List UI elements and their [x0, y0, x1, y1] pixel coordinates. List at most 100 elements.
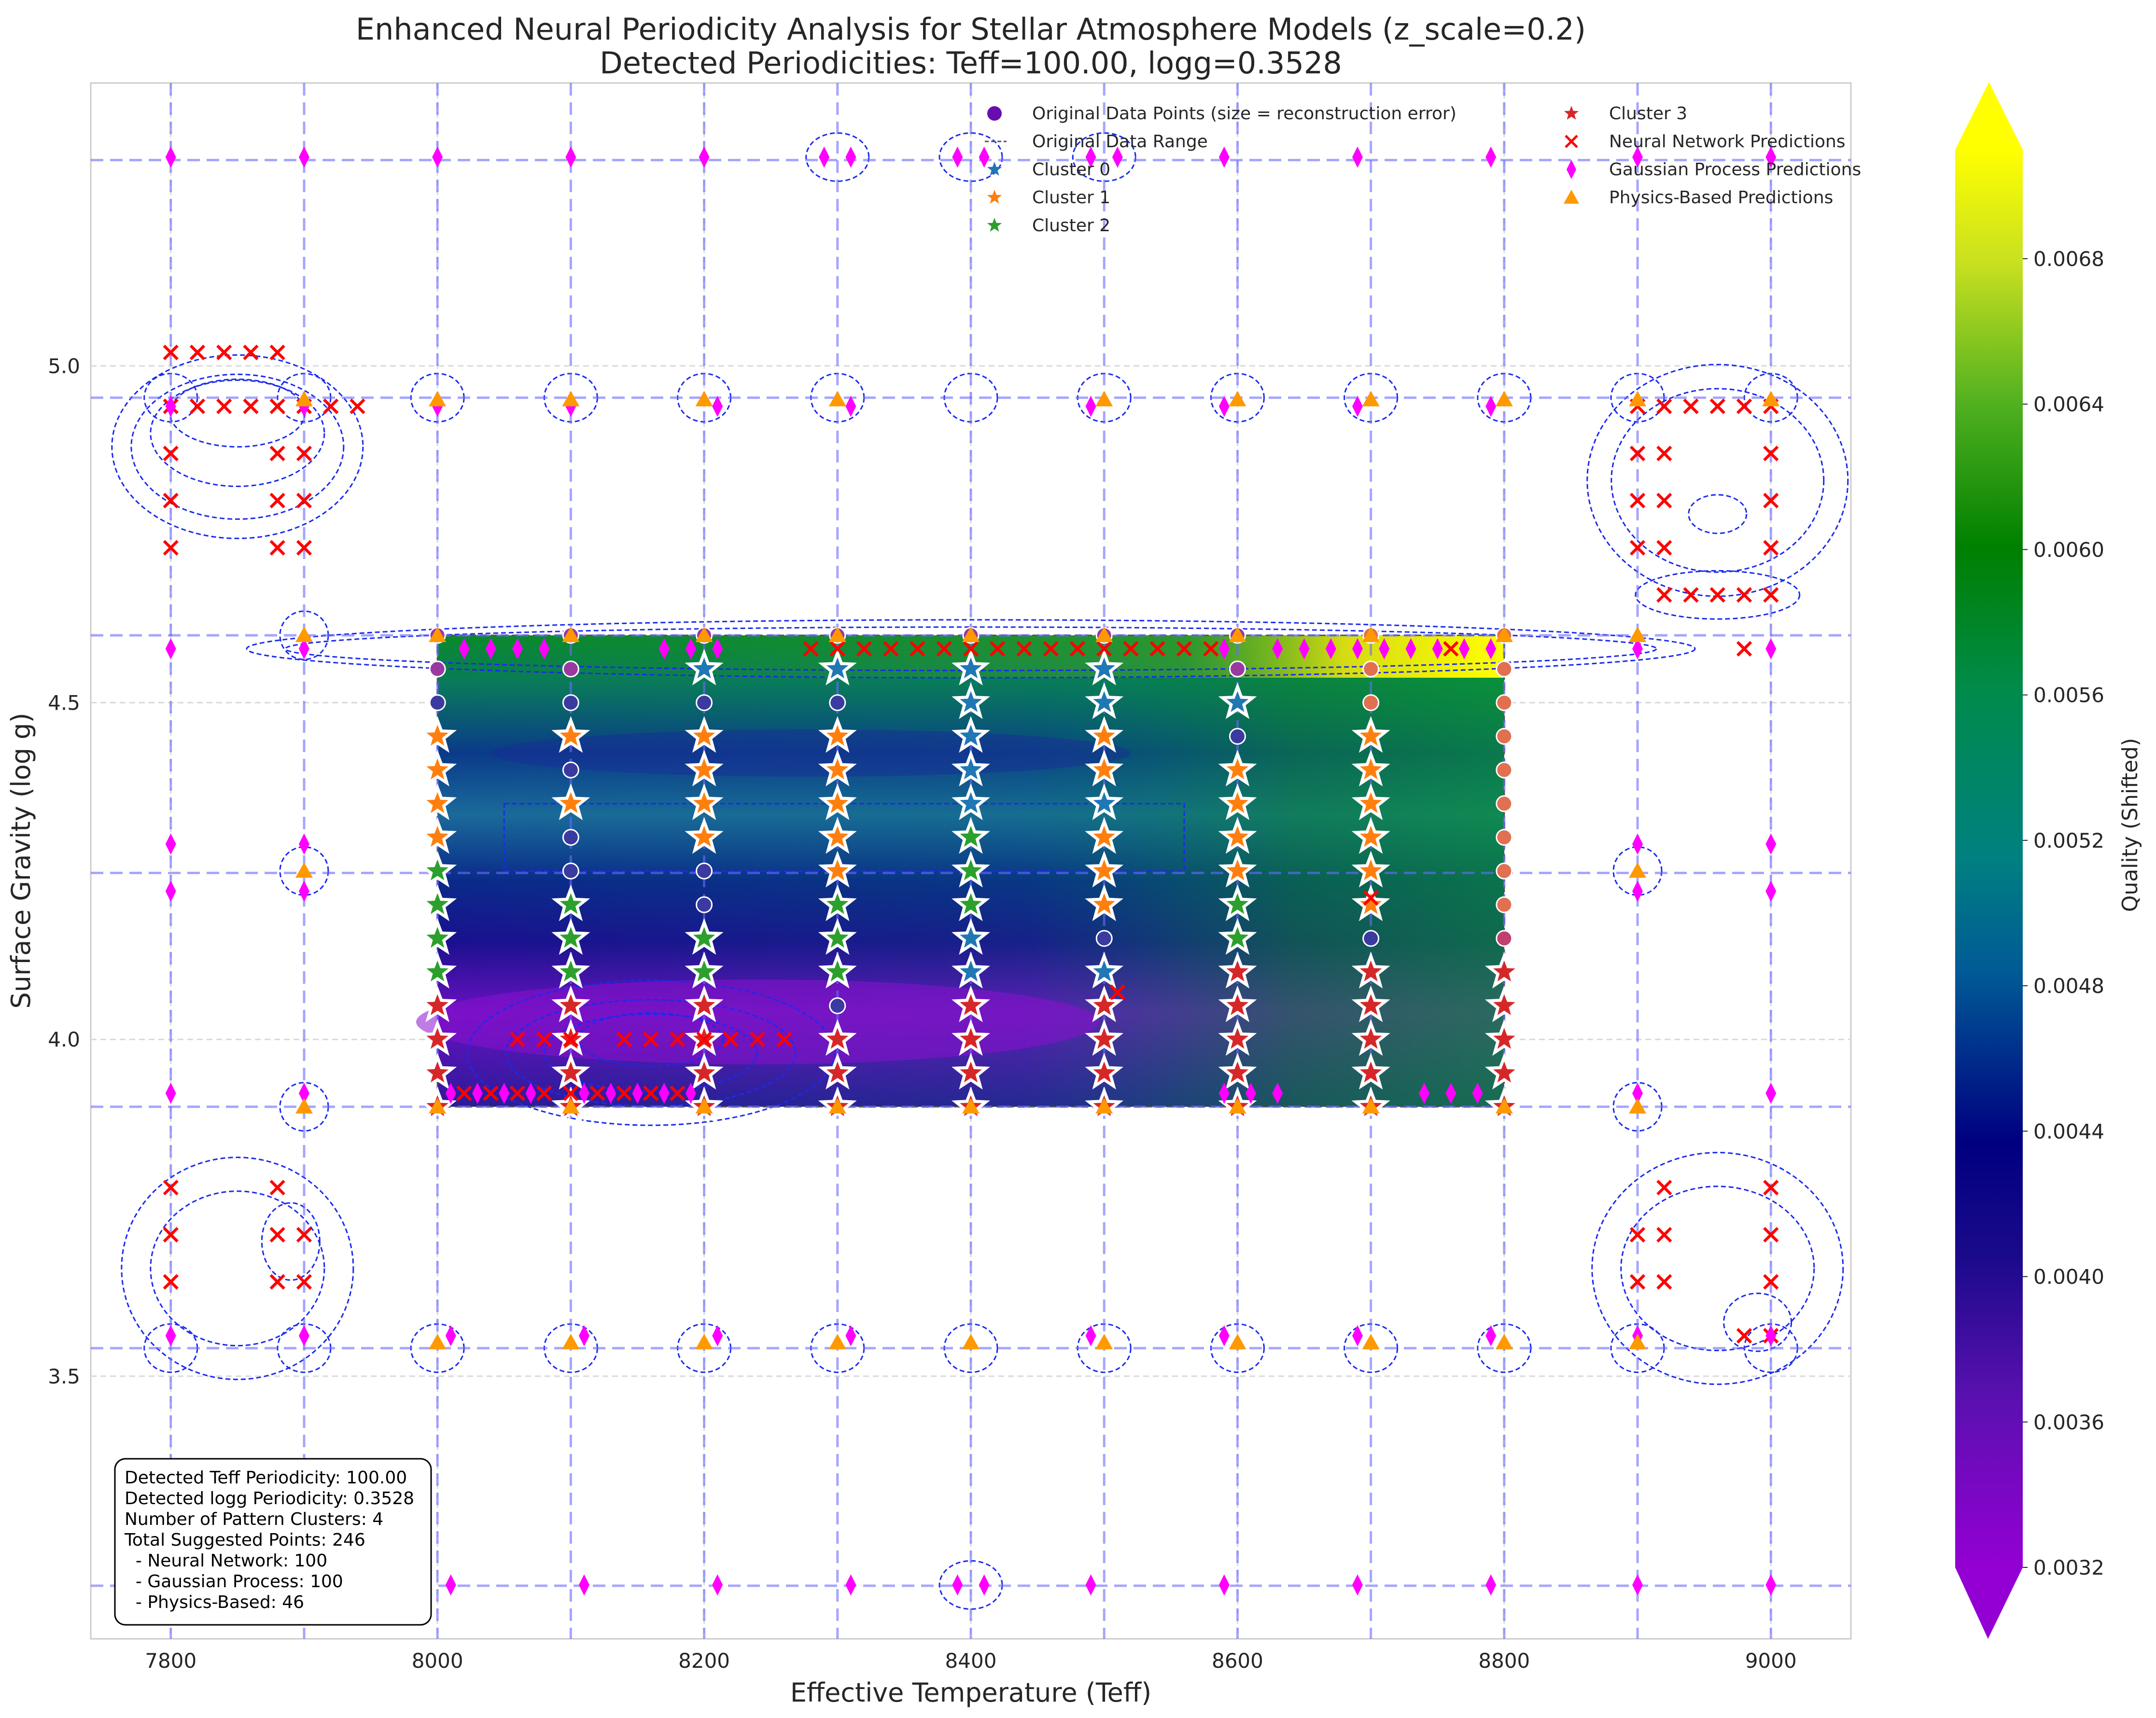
nn-prediction-stroke — [936, 641, 952, 657]
nn-prediction-marker — [163, 1180, 179, 1196]
cluster-0-star — [960, 792, 982, 813]
gp-prediction-marker — [712, 1325, 723, 1347]
density-contour — [246, 619, 1696, 679]
cluster-1-star — [693, 725, 715, 746]
gp-prediction-marker — [432, 146, 443, 168]
cluster-0-star — [960, 657, 982, 679]
cluster-1-star-outline — [1218, 851, 1257, 888]
cluster-1-star-outline — [1351, 817, 1390, 854]
cluster-3-star — [1493, 1062, 1515, 1083]
gp-prediction-marker — [845, 395, 856, 417]
nn-prediction-stroke — [1656, 1227, 1672, 1243]
physics-prediction-marker — [1629, 1098, 1647, 1114]
cluster-3-star-outline — [551, 1019, 590, 1056]
gp-prediction-marker — [699, 146, 710, 168]
gp-prediction-marker — [952, 1574, 963, 1596]
nn-prediction-stroke — [1763, 1180, 1779, 1196]
nn-prediction-stroke — [563, 1085, 579, 1101]
cluster-3-star — [1359, 1062, 1382, 1083]
gp-prediction-marker — [1085, 1574, 1096, 1596]
gp-prediction-marker — [1405, 638, 1416, 659]
y-tick-label: 3.5 — [48, 1365, 80, 1388]
nn-prediction-stroke — [1069, 641, 1086, 657]
gp-prediction-marker — [1352, 1325, 1363, 1347]
gp-prediction-marker — [632, 1082, 643, 1104]
cluster-2-star-outline — [418, 918, 457, 955]
nn-prediction-stroke — [1656, 446, 1672, 461]
nn-prediction-stroke — [189, 344, 206, 361]
nn-prediction-marker — [696, 1032, 712, 1048]
cluster-1-star — [1359, 758, 1382, 780]
gp-prediction-marker — [165, 395, 176, 417]
nn-prediction-marker — [1736, 587, 1752, 603]
chart-title: Enhanced Neural Periodicity Analysis for… — [356, 12, 1586, 47]
cluster-3-star — [1359, 1028, 1382, 1049]
gp-prediction-marker — [1485, 1574, 1497, 1596]
nn-prediction-marker — [456, 1085, 472, 1101]
nn-prediction-marker — [1656, 1274, 1672, 1290]
original-data-point — [1496, 896, 1513, 913]
cluster-2-star-outline — [685, 951, 724, 989]
original-data-point — [1229, 727, 1246, 745]
cluster-1-star — [1093, 893, 1115, 914]
nn-prediction-marker — [1709, 587, 1725, 603]
cluster-0-star-outline — [1085, 951, 1124, 989]
cluster-3-star — [960, 994, 982, 1015]
x-axis-label: Effective Temperature (Teff) — [790, 1677, 1151, 1708]
nn-prediction-marker — [350, 398, 365, 414]
gp-prediction-marker — [1218, 1082, 1230, 1104]
nn-prediction-marker — [1763, 1227, 1779, 1243]
density-contour — [1688, 494, 1748, 534]
cluster-0-star — [960, 691, 982, 712]
nn-prediction-stroke — [1683, 398, 1699, 414]
cluster-1-star — [1226, 792, 1249, 813]
cluster-1-star — [1226, 758, 1249, 780]
cluster-0-star — [960, 960, 982, 982]
cluster-2-star-outline — [551, 884, 590, 922]
cluster-3-star — [426, 1062, 448, 1083]
physics-prediction-marker — [429, 1334, 447, 1350]
cluster-3-star — [1093, 1062, 1115, 1083]
cluster-3-star-outline — [1484, 1053, 1524, 1090]
legend-entry-label: Original Data Range — [1032, 132, 1208, 152]
nn-prediction-stroke — [216, 344, 232, 361]
cluster-2-star — [960, 859, 982, 880]
cluster-1-star-outline — [1085, 851, 1124, 888]
cluster-2-star — [1226, 927, 1249, 948]
cluster-1-star — [1093, 825, 1115, 847]
cluster-2-star-outline — [1218, 918, 1257, 955]
gp-prediction-marker — [1485, 638, 1497, 659]
x-tick-label: 8600 — [1212, 1649, 1263, 1673]
nn-prediction-marker — [1763, 1180, 1779, 1196]
nn-prediction-stroke — [829, 641, 845, 657]
original-data-point — [1496, 829, 1513, 846]
cluster-3-star — [1493, 1028, 1515, 1049]
cluster-0-star-outline — [1085, 682, 1124, 719]
nn-prediction-stroke — [1709, 398, 1725, 414]
cluster-1-star — [1226, 825, 1249, 847]
cluster-1-star — [693, 792, 715, 813]
density-contour — [1620, 1186, 1815, 1352]
nn-prediction-stroke — [1763, 1227, 1779, 1243]
gp-prediction-marker — [445, 1574, 456, 1596]
nn-prediction-marker — [1656, 398, 1672, 414]
cluster-2-star-outline — [418, 951, 457, 989]
gp-prediction-marker — [1379, 638, 1390, 659]
cluster-1-star-outline — [1351, 716, 1390, 753]
cluster-3-star — [1226, 960, 1249, 982]
y-tick-label: 4.5 — [48, 691, 80, 715]
nn-prediction-stroke — [163, 1227, 179, 1243]
nn-prediction-marker — [643, 1085, 659, 1101]
nn-prediction-stroke — [269, 398, 285, 414]
nn-prediction-stroke — [910, 641, 925, 657]
gp-prediction-marker — [712, 395, 723, 417]
gp-prediction-marker — [1246, 1082, 1257, 1104]
y-tick-label: 4.0 — [48, 1028, 80, 1051]
nn-prediction-marker — [1763, 446, 1779, 461]
nn-prediction-stroke — [749, 1032, 766, 1048]
cluster-2-star — [426, 960, 448, 982]
nn-prediction-marker — [1629, 1274, 1646, 1290]
gp-prediction-marker — [658, 1082, 670, 1104]
nn-prediction-stroke — [1656, 398, 1672, 414]
nn-prediction-marker — [1203, 641, 1219, 657]
